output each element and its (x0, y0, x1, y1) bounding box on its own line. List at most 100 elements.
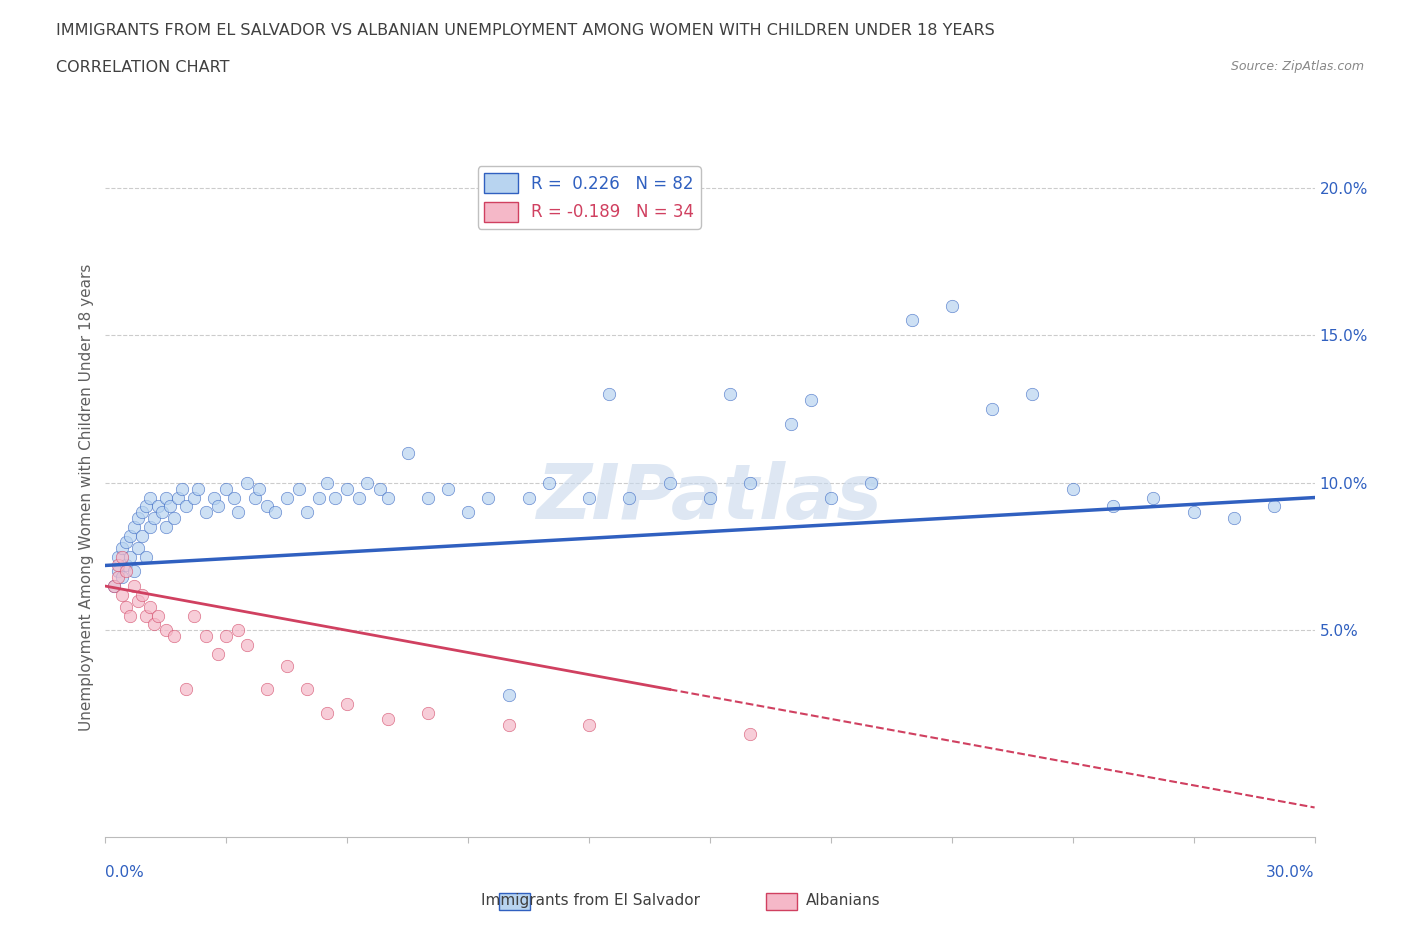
Point (110, 588, 132, 603)
Point (114, 599, 136, 614)
Point (1142, 490, 1164, 505)
Point (215, 481, 238, 496)
FancyBboxPatch shape (499, 893, 530, 910)
Point (256, 499, 278, 514)
Point (295, 682, 318, 697)
Point (103, 578, 125, 593)
Point (247, 481, 270, 496)
Point (187, 481, 209, 496)
Point (122, 564, 145, 578)
Point (103, 578, 125, 593)
Point (598, 387, 620, 402)
FancyBboxPatch shape (766, 893, 797, 910)
Point (139, 599, 162, 614)
Point (215, 629, 238, 644)
Point (235, 475, 257, 490)
Point (110, 540, 132, 555)
Text: 0.0%: 0.0% (105, 865, 145, 880)
Point (183, 490, 205, 505)
Point (127, 511, 149, 525)
Point (295, 505, 318, 520)
Point (202, 490, 225, 505)
Point (170, 481, 193, 496)
Point (276, 490, 298, 505)
Point (150, 505, 173, 520)
Point (740, 726, 762, 741)
Text: Albanians: Albanians (806, 893, 882, 908)
Point (228, 623, 250, 638)
Point (243, 490, 266, 505)
Point (107, 570, 129, 585)
Point (174, 499, 197, 514)
Point (122, 578, 145, 593)
Point (174, 682, 197, 697)
Point (263, 505, 285, 520)
Point (135, 608, 157, 623)
Point (146, 499, 169, 514)
Point (740, 475, 762, 490)
Point (135, 549, 157, 564)
Text: ZIPatlas: ZIPatlas (537, 460, 883, 535)
Point (195, 629, 218, 644)
Point (323, 490, 346, 505)
Point (163, 629, 186, 644)
Point (316, 706, 339, 721)
Point (1223, 511, 1246, 525)
Point (457, 505, 479, 520)
Point (537, 475, 560, 490)
Point (135, 499, 157, 514)
Text: Immigrants from El Salvador: Immigrants from El Salvador (481, 893, 700, 908)
Point (107, 564, 129, 578)
Point (155, 490, 177, 505)
Point (127, 593, 149, 608)
Point (396, 445, 419, 460)
Point (981, 402, 1004, 417)
Point (699, 490, 721, 505)
Point (167, 490, 190, 505)
Point (377, 490, 399, 505)
Point (900, 313, 922, 328)
Legend: R =  0.226   N = 82, R = -0.189   N = 34: R = 0.226 N = 82, R = -0.189 N = 34 (478, 166, 700, 229)
Point (224, 490, 246, 505)
Point (308, 490, 330, 505)
Point (228, 505, 250, 520)
Point (131, 588, 153, 603)
Point (1263, 499, 1285, 514)
Point (207, 646, 229, 661)
Point (619, 490, 641, 505)
Point (110, 570, 132, 585)
Point (118, 549, 141, 564)
Point (316, 475, 339, 490)
Point (131, 505, 153, 520)
Point (336, 481, 359, 496)
Point (276, 658, 298, 673)
Point (114, 564, 136, 578)
Text: 30.0%: 30.0% (1267, 865, 1315, 880)
Point (578, 717, 600, 732)
Point (718, 387, 741, 402)
Point (356, 475, 378, 490)
Point (437, 481, 460, 496)
Text: Source: ZipAtlas.com: Source: ZipAtlas.com (1230, 60, 1364, 73)
Point (517, 490, 540, 505)
Point (288, 481, 311, 496)
Point (1021, 387, 1043, 402)
Point (368, 481, 391, 496)
Text: IMMIGRANTS FROM EL SALVADOR VS ALBANIAN UNEMPLOYMENT AMONG WOMEN WITH CHILDREN U: IMMIGRANTS FROM EL SALVADOR VS ALBANIAN … (56, 23, 995, 38)
Point (820, 490, 842, 505)
Point (941, 299, 963, 313)
Point (1102, 499, 1125, 514)
Point (146, 608, 169, 623)
Point (163, 511, 186, 525)
Point (336, 697, 359, 711)
Point (139, 490, 162, 505)
Point (1062, 481, 1084, 496)
Point (800, 392, 823, 407)
Point (498, 688, 520, 703)
Point (256, 682, 278, 697)
Point (235, 638, 257, 653)
Point (118, 528, 141, 543)
Point (207, 499, 229, 514)
Point (416, 706, 439, 721)
Point (107, 549, 129, 564)
